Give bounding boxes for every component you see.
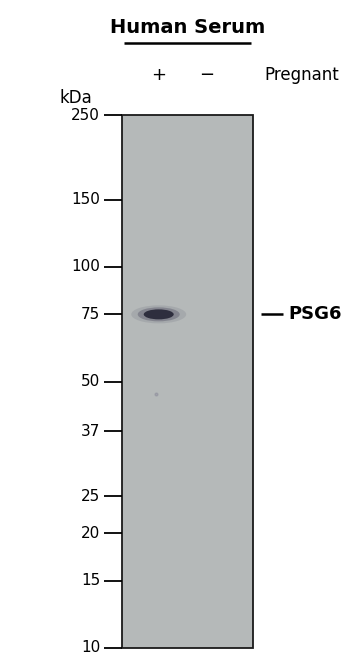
Text: PSG6: PSG6 bbox=[289, 305, 342, 324]
Text: −: − bbox=[200, 66, 215, 84]
Text: 250: 250 bbox=[71, 107, 100, 123]
Text: Human Serum: Human Serum bbox=[110, 18, 265, 37]
Text: +: + bbox=[151, 66, 166, 84]
Text: 25: 25 bbox=[81, 489, 100, 503]
Text: 10: 10 bbox=[81, 641, 100, 655]
Ellipse shape bbox=[131, 305, 186, 324]
Text: 75: 75 bbox=[81, 307, 100, 322]
Ellipse shape bbox=[138, 308, 180, 322]
Text: 150: 150 bbox=[71, 192, 100, 207]
Text: 15: 15 bbox=[81, 573, 100, 588]
Text: 50: 50 bbox=[81, 374, 100, 389]
Text: Pregnant: Pregnant bbox=[265, 66, 340, 84]
Text: 37: 37 bbox=[81, 424, 100, 439]
Text: 20: 20 bbox=[81, 525, 100, 541]
Bar bbox=[122, 115, 253, 648]
Ellipse shape bbox=[144, 310, 174, 320]
Text: 100: 100 bbox=[71, 259, 100, 274]
Text: kDa: kDa bbox=[60, 89, 92, 107]
